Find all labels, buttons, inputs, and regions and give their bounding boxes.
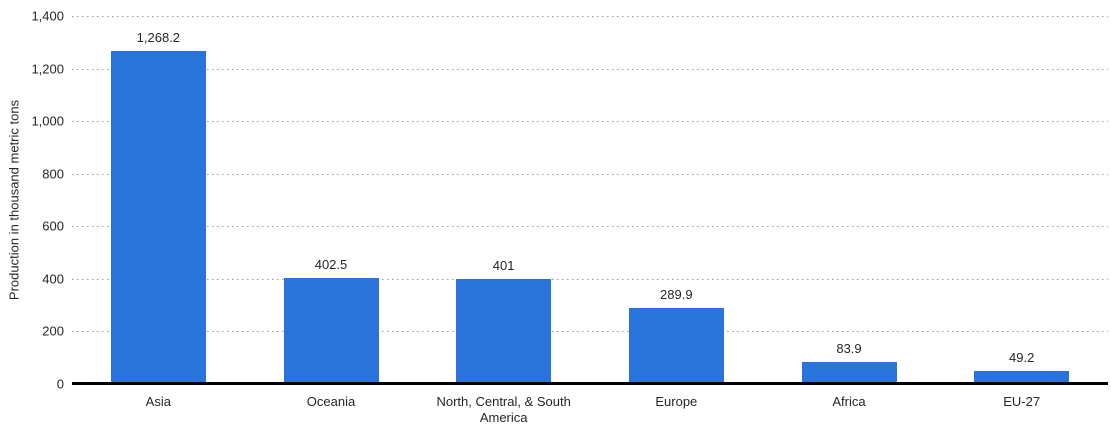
x-category-label: Oceania — [306, 394, 356, 409]
bar-africa — [801, 361, 897, 384]
bar-value-label: 402.5 — [314, 257, 348, 273]
gridline-200 — [72, 331, 1108, 333]
bar-value-label: 289.9 — [660, 286, 693, 302]
bar-value-label: 49.2 — [1009, 350, 1035, 366]
y-tick-label: 400 — [42, 271, 64, 287]
y-tick-label: 1,000 — [31, 113, 64, 129]
bar-europe — [628, 307, 724, 384]
gridline-600 — [72, 226, 1108, 228]
y-axis-title: Production in thousand metric tons — [6, 99, 22, 301]
x-category-label: Asia — [145, 394, 171, 409]
gridline-1000 — [72, 121, 1108, 123]
y-tick-label: 1,400 — [31, 8, 64, 24]
x-category-label: North, Central, & South America — [436, 394, 571, 426]
bar-oceania — [283, 278, 379, 384]
y-tick-label: 200 — [42, 323, 64, 339]
bar-value-label: 1,268.2 — [136, 29, 181, 45]
x-category-label: EU-27 — [1003, 394, 1041, 409]
gridline-800 — [72, 173, 1108, 175]
bar-eu-27 — [974, 371, 1070, 384]
y-tick-label: 0 — [56, 376, 64, 392]
gridline-400 — [72, 278, 1108, 280]
bar-value-label: 401 — [492, 257, 515, 273]
bar-asia — [110, 50, 206, 384]
y-tick-label: 600 — [42, 218, 64, 234]
y-tick-label: 800 — [42, 166, 64, 182]
x-category-label: Europe — [655, 394, 698, 409]
x-axis-line — [72, 382, 1108, 385]
gridline-1200 — [72, 68, 1108, 70]
gridline-1400 — [72, 16, 1108, 17]
x-category-label: Africa — [832, 394, 866, 409]
bar-north-central-south-america — [456, 278, 552, 384]
y-tick-label: 1,200 — [31, 61, 64, 77]
bar-value-label: 83.9 — [836, 340, 862, 356]
